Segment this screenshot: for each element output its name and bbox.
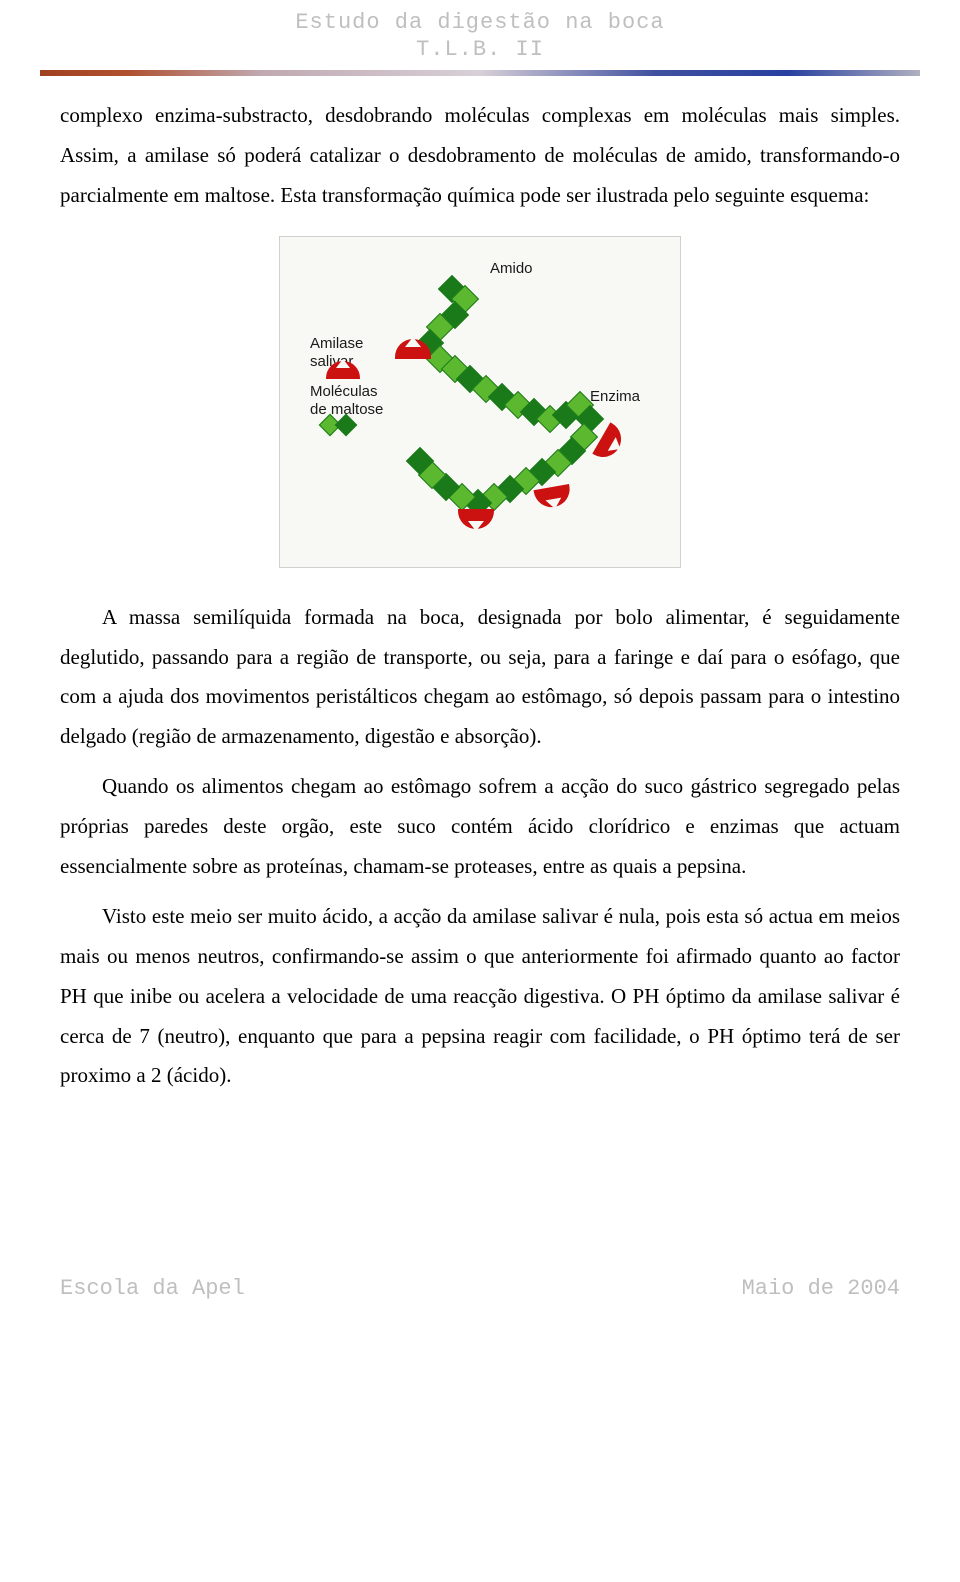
enzyme-shape xyxy=(458,509,494,529)
paragraph-1: complexo enzima-substracto, desdobrando … xyxy=(60,96,900,216)
page-header-title: Estudo da digestão na boca xyxy=(0,0,960,35)
paragraph-4: Visto este meio ser muito ácido, a acção… xyxy=(60,897,900,1096)
label-amido: Amido xyxy=(490,255,533,284)
main-content: complexo enzima-substracto, desdobrando … xyxy=(60,96,900,1096)
page-header-subtitle: T.L.B. II xyxy=(0,37,960,62)
label-enzima: Enzima xyxy=(590,383,640,412)
paragraph-2: A massa semilíquida formada na boca, des… xyxy=(60,598,900,758)
enzyme-shape xyxy=(592,422,627,463)
header-divider xyxy=(40,70,920,76)
enzyme-diagram: Amido Amilasesalivar Moléculas de maltos… xyxy=(279,236,681,568)
diagram-container: Amido Amilasesalivar Moléculas de maltos… xyxy=(60,236,900,568)
footer-right: Maio de 2004 xyxy=(742,1276,900,1301)
enzyme-shape xyxy=(534,484,573,510)
paragraph-3: Quando os alimentos chegam ao estômago s… xyxy=(60,767,900,887)
footer-left: Escola da Apel xyxy=(60,1276,245,1301)
page-footer: Escola da Apel Maio de 2004 xyxy=(0,1276,960,1331)
label-maltose: Moléculas de maltose xyxy=(310,383,400,419)
